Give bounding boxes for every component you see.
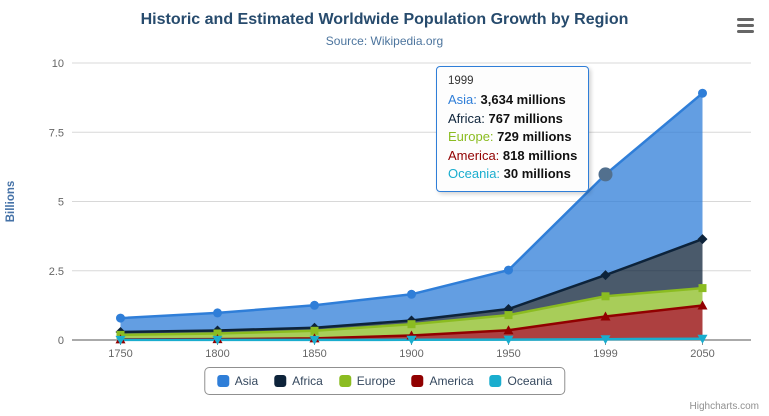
legend-swatch-oceania bbox=[489, 375, 502, 387]
marker-oceania-1750[interactable] bbox=[115, 335, 126, 345]
hamburger-icon bbox=[736, 24, 754, 27]
legend-item-asia[interactable]: Asia bbox=[216, 374, 259, 388]
y-axis-label: 5 bbox=[58, 197, 64, 209]
marker-asia-1800[interactable] bbox=[213, 308, 222, 318]
marker-europe-1999[interactable] bbox=[601, 292, 610, 301]
area-america[interactable] bbox=[120, 305, 703, 340]
legend-label: America bbox=[429, 374, 474, 388]
marker-europe-2050[interactable] bbox=[698, 284, 707, 293]
area-asia[interactable] bbox=[120, 93, 703, 332]
legend-item-europe[interactable]: Europe bbox=[338, 374, 396, 388]
marker-oceania-1800[interactable] bbox=[212, 335, 223, 345]
credits-link[interactable]: Highcharts.com bbox=[689, 401, 759, 412]
tooltip-series-name: Oceania: bbox=[448, 166, 504, 181]
tooltip-series-name: Europe: bbox=[448, 129, 498, 144]
y-axis-label: 0 bbox=[58, 335, 64, 347]
tooltip-row: Oceania: 30 millions bbox=[448, 165, 577, 184]
legend-swatch-africa bbox=[274, 375, 287, 387]
marker-oceania-1950[interactable] bbox=[503, 335, 514, 345]
legend-label: Africa bbox=[292, 374, 323, 388]
hamburger-icon bbox=[736, 30, 754, 33]
context-menu-button[interactable] bbox=[733, 15, 757, 36]
legend: Asia Africa Europe America Oceania bbox=[203, 367, 566, 395]
x-axis-label: 1900 bbox=[399, 348, 423, 360]
legend-label: Asia bbox=[234, 374, 259, 388]
marker-africa-1999[interactable] bbox=[600, 270, 611, 281]
tooltip-value: 729 millions bbox=[497, 129, 572, 144]
marker-oceania-2050[interactable] bbox=[697, 334, 708, 344]
marker-oceania-1999[interactable] bbox=[600, 335, 611, 345]
area-africa[interactable] bbox=[120, 239, 703, 335]
legend-item-africa[interactable]: Africa bbox=[274, 374, 323, 388]
tooltip-rows: Asia: 3,634 millions Africa: 767 millions… bbox=[448, 91, 577, 184]
marker-asia-1850[interactable] bbox=[310, 300, 319, 310]
y-axis-label: 7.5 bbox=[49, 127, 64, 139]
marker-oceania-1850[interactable] bbox=[309, 335, 320, 345]
marker-europe-1900[interactable] bbox=[407, 320, 416, 329]
marker-asia-1950[interactable] bbox=[504, 265, 513, 275]
tooltip: 1999 Asia: 3,634 millions Africa: 767 mil… bbox=[436, 66, 590, 192]
chart-title: Historic and Estimated Worldwide Populat… bbox=[140, 11, 629, 28]
y-axis-title: Billions bbox=[5, 181, 17, 223]
hovered-point[interactable] bbox=[598, 167, 613, 182]
tooltip-series-name: America: bbox=[448, 147, 503, 163]
legend-swatch-asia bbox=[216, 375, 229, 387]
chart-subtitle: Source: Wikipedia.org bbox=[325, 34, 444, 48]
y-axis-label: 10 bbox=[52, 58, 64, 70]
tooltip-series-name: Africa: bbox=[448, 110, 489, 126]
tooltip-value: 767 millions bbox=[488, 110, 563, 126]
y-axis-label: 2.5 bbox=[49, 266, 64, 278]
hamburger-icon bbox=[736, 18, 754, 21]
tooltip-series-name: Asia: bbox=[448, 92, 481, 107]
tooltip-value: 818 millions bbox=[502, 147, 578, 163]
marker-asia-2050[interactable] bbox=[698, 88, 707, 98]
marker-europe-1800[interactable] bbox=[213, 329, 222, 338]
marker-europe-1850[interactable] bbox=[310, 326, 319, 335]
legend-item-oceania[interactable]: Oceania bbox=[489, 374, 553, 388]
tooltip-row: Europe: 729 millions bbox=[448, 128, 577, 147]
marker-america-1999[interactable] bbox=[600, 311, 611, 321]
legend-item-america[interactable]: America bbox=[411, 374, 474, 388]
tooltip-row: Africa: 767 millions bbox=[448, 110, 577, 129]
marker-asia-1750[interactable] bbox=[116, 313, 125, 323]
marker-asia-1900[interactable] bbox=[407, 289, 416, 299]
marker-oceania-1900[interactable] bbox=[406, 335, 417, 345]
x-axis-label: 1950 bbox=[496, 348, 520, 360]
legend-label: Europe bbox=[356, 374, 396, 388]
legend-swatch-america bbox=[411, 375, 424, 387]
x-axis-label: 1850 bbox=[302, 348, 326, 360]
tooltip-value: 3,634 millions bbox=[480, 92, 566, 107]
x-axis-label: 1800 bbox=[205, 348, 229, 360]
marker-america-1950[interactable] bbox=[503, 325, 514, 335]
tooltip-value: 30 millions bbox=[503, 166, 571, 181]
marker-africa-2050[interactable] bbox=[697, 234, 708, 245]
x-axis-label: 2050 bbox=[690, 348, 714, 360]
x-axis-label: 1999 bbox=[593, 348, 617, 360]
x-axis-label: 1750 bbox=[108, 348, 132, 360]
legend-label: Oceania bbox=[507, 374, 553, 388]
legend-swatch-europe bbox=[338, 375, 351, 387]
tooltip-row: America: 818 millions bbox=[448, 147, 577, 166]
tooltip-header: 1999 bbox=[448, 75, 474, 87]
marker-america-2050[interactable] bbox=[697, 300, 708, 310]
marker-europe-1950[interactable] bbox=[504, 311, 513, 320]
tooltip-row: Asia: 3,634 millions bbox=[448, 91, 577, 110]
